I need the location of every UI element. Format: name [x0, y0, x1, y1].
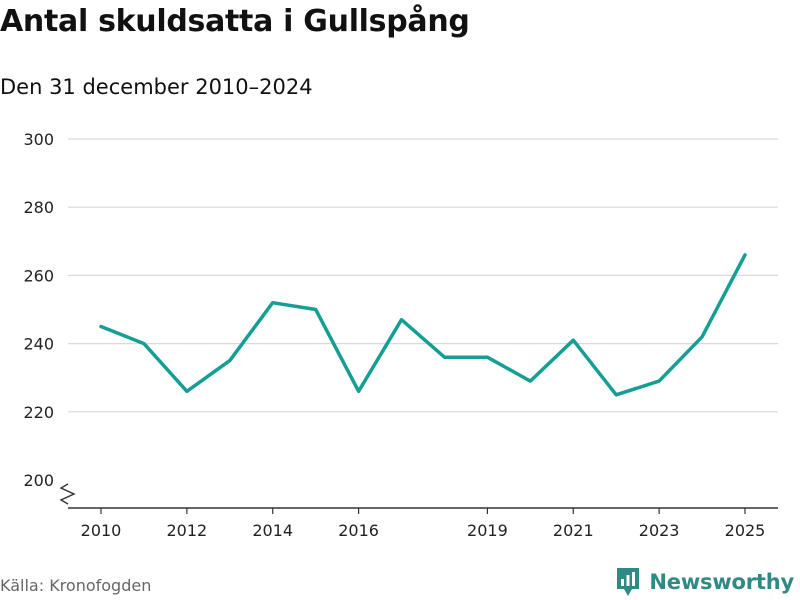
x-tick-label: 2016 — [338, 521, 379, 540]
y-tick-label: 300 — [23, 130, 54, 149]
y-tick-label: 200 — [23, 471, 54, 490]
chart-subtitle: Den 31 december 2010–2024 — [0, 75, 313, 99]
brand-logo: Newsworthy — [615, 566, 794, 598]
y-tick-label: 280 — [23, 198, 54, 217]
x-tick-label: 2012 — [167, 521, 208, 540]
x-tick-label: 2010 — [81, 521, 122, 540]
source-note: Källa: Kronofogden — [0, 576, 152, 595]
y-tick-label: 240 — [23, 335, 54, 354]
x-tick-label: 2014 — [252, 521, 293, 540]
series-line — [99, 253, 747, 397]
brand-name: Newsworthy — [649, 570, 794, 594]
x-tick-label: 2021 — [553, 521, 594, 540]
x-tick-label: 2025 — [725, 521, 766, 540]
newsworthy-logo-icon — [617, 568, 640, 596]
y-tick-label: 260 — [23, 266, 54, 285]
y-tick-label: 220 — [23, 403, 54, 422]
axis-break-marker — [59, 483, 76, 505]
chart-title: Antal skuldsatta i Gullspång — [0, 4, 470, 39]
x-tick-label: 2023 — [639, 521, 680, 540]
x-tick-label: 2019 — [467, 521, 508, 540]
